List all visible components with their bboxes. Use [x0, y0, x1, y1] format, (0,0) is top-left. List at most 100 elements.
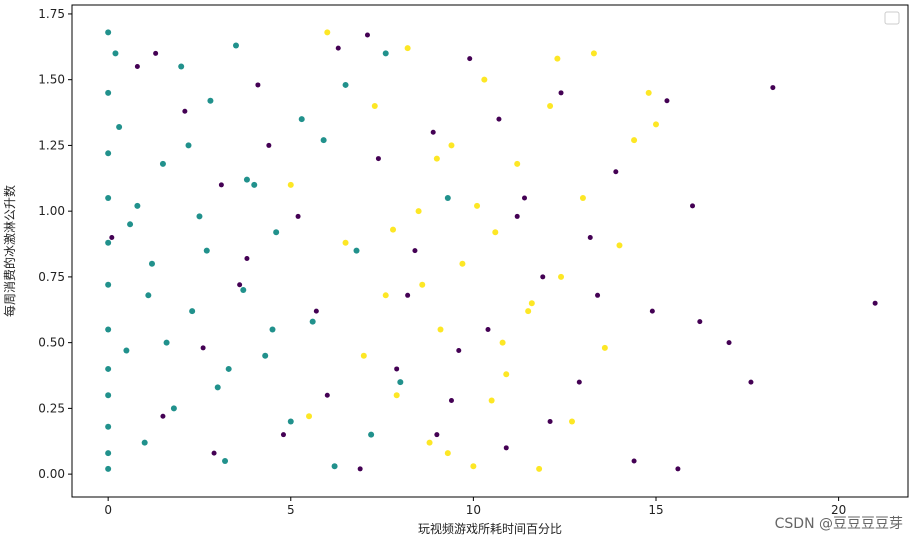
point: [145, 292, 152, 299]
point: [503, 445, 509, 451]
point: [433, 155, 440, 162]
point: [558, 90, 564, 96]
point: [159, 160, 166, 167]
point: [189, 308, 196, 315]
y-tick-label: 0.00: [38, 467, 65, 481]
point: [324, 29, 331, 36]
point: [331, 463, 338, 470]
point: [595, 292, 601, 298]
point: [207, 97, 214, 104]
point: [547, 419, 553, 425]
point: [437, 326, 444, 333]
point: [309, 318, 316, 325]
point: [134, 64, 140, 70]
point: [295, 213, 301, 219]
point: [485, 326, 491, 332]
point: [357, 466, 363, 472]
y-tick-label: 0.75: [38, 270, 65, 284]
y-tick-label: 1.50: [38, 73, 65, 87]
point: [266, 142, 272, 148]
point: [448, 142, 455, 149]
point: [163, 339, 170, 346]
point: [470, 463, 477, 470]
point: [770, 85, 776, 91]
point: [631, 458, 637, 464]
point: [251, 181, 258, 188]
point: [415, 208, 422, 215]
point: [568, 418, 575, 425]
point: [690, 203, 696, 209]
point: [237, 282, 243, 288]
point: [218, 182, 224, 188]
point: [697, 319, 703, 325]
point: [364, 32, 370, 38]
point: [360, 352, 367, 359]
point: [170, 405, 177, 412]
point: [649, 308, 655, 314]
point: [287, 181, 294, 188]
x-tick-label: 5: [287, 503, 295, 517]
point: [664, 98, 670, 104]
point: [116, 124, 123, 131]
point: [368, 431, 375, 438]
point: [554, 55, 561, 62]
x-axis-label: 玩视频游戏所耗时间百分比: [418, 521, 562, 536]
point: [496, 116, 502, 122]
point: [382, 292, 389, 299]
point: [382, 50, 389, 57]
point: [499, 339, 506, 346]
point: [514, 213, 520, 219]
legend-box: [884, 11, 900, 25]
point: [182, 108, 188, 114]
point: [185, 142, 192, 149]
point: [404, 45, 411, 52]
point: [141, 439, 148, 446]
point: [353, 247, 360, 254]
point: [200, 345, 206, 351]
point: [394, 366, 400, 372]
point: [748, 379, 754, 385]
point: [601, 344, 608, 351]
y-tick-label: 1.75: [38, 7, 65, 21]
point: [444, 195, 451, 202]
point: [105, 326, 112, 333]
point: [434, 432, 440, 438]
y-axis-label: 每周消费的冰激淋公升数: [2, 185, 17, 317]
point: [393, 392, 400, 399]
point: [160, 413, 166, 419]
point: [587, 234, 593, 240]
point: [273, 229, 280, 236]
point: [872, 300, 878, 306]
point: [222, 457, 229, 464]
point: [547, 102, 554, 109]
point: [675, 466, 681, 472]
point: [536, 465, 543, 472]
point: [528, 300, 535, 307]
x-tick-label: 20: [831, 503, 846, 517]
point: [105, 281, 112, 288]
point: [225, 365, 232, 372]
point: [459, 260, 466, 267]
point: [514, 160, 521, 167]
point: [631, 137, 638, 144]
point: [105, 89, 112, 96]
point: [105, 365, 112, 372]
point: [112, 50, 119, 57]
y-tick-label: 1.00: [38, 204, 65, 218]
point: [105, 29, 112, 36]
point: [590, 50, 597, 57]
point: [105, 450, 112, 457]
x-tick-label: 0: [104, 503, 112, 517]
x-tick-label: 15: [648, 503, 663, 517]
point: [123, 347, 130, 354]
point: [525, 308, 532, 315]
point: [342, 239, 349, 246]
x-tick-label: 10: [466, 503, 481, 517]
point: [576, 379, 582, 385]
point: [298, 116, 305, 123]
point: [579, 195, 586, 202]
point: [306, 413, 313, 420]
y-tick-label: 1.25: [38, 138, 65, 152]
point: [492, 229, 499, 236]
